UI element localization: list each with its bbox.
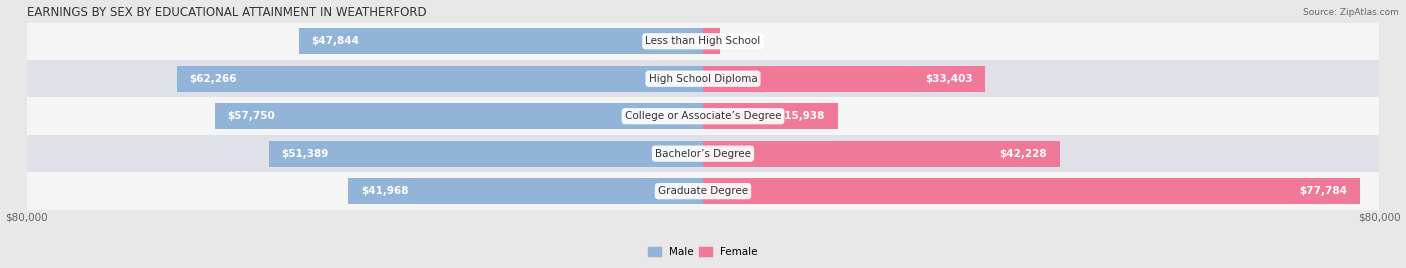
Text: $41,968: $41,968 [361, 186, 409, 196]
Bar [27, 23, 1379, 60]
Text: High School Diploma: High School Diploma [648, 74, 758, 84]
Bar [177, 66, 703, 92]
Text: $51,389: $51,389 [281, 149, 329, 159]
Text: $0: $0 [727, 36, 740, 46]
Text: Bachelor’s Degree: Bachelor’s Degree [655, 149, 751, 159]
Text: $77,784: $77,784 [1299, 186, 1348, 196]
Bar [349, 178, 703, 204]
Text: College or Associate’s Degree: College or Associate’s Degree [624, 111, 782, 121]
Bar [703, 103, 838, 129]
Bar [269, 140, 703, 167]
Bar [27, 60, 1379, 98]
Text: EARNINGS BY SEX BY EDUCATIONAL ATTAINMENT IN WEATHERFORD: EARNINGS BY SEX BY EDUCATIONAL ATTAINMEN… [27, 6, 426, 18]
Text: $62,266: $62,266 [190, 74, 238, 84]
Bar [27, 135, 1379, 172]
Legend: Male, Female: Male, Female [648, 247, 758, 257]
Text: $47,844: $47,844 [311, 36, 360, 46]
Text: $57,750: $57,750 [228, 111, 276, 121]
Bar [703, 178, 1361, 204]
Text: $15,938: $15,938 [778, 111, 825, 121]
Text: Source: ZipAtlas.com: Source: ZipAtlas.com [1303, 8, 1399, 17]
Text: $33,403: $33,403 [925, 74, 973, 84]
Bar [27, 98, 1379, 135]
Text: Graduate Degree: Graduate Degree [658, 186, 748, 196]
Bar [703, 28, 720, 54]
Bar [27, 172, 1379, 210]
Bar [298, 28, 703, 54]
Bar [703, 66, 986, 92]
Bar [215, 103, 703, 129]
Text: $42,228: $42,228 [1000, 149, 1047, 159]
Text: Less than High School: Less than High School [645, 36, 761, 46]
Bar [703, 140, 1060, 167]
